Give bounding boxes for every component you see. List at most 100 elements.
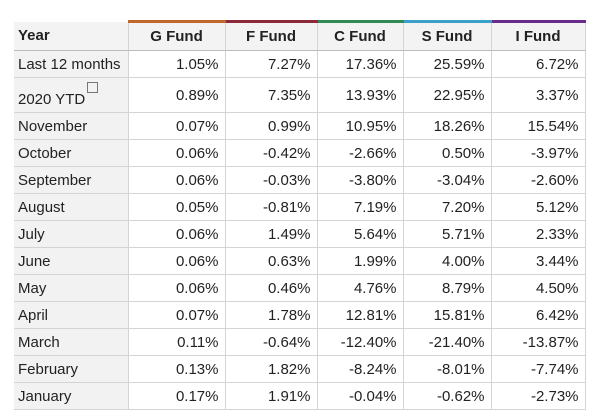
table-row: 2020 YTD 0.89% 7.35% 13.93% 22.95% 3.37%: [14, 77, 586, 113]
value-cell: -0.62%: [403, 382, 492, 410]
value-cell: 1.05%: [128, 50, 226, 78]
header-c-fund: C Fund: [317, 20, 404, 51]
value-cell: -0.64%: [225, 328, 318, 356]
value-cell: 12.81%: [317, 301, 404, 329]
row-label-text: 2020 YTD: [18, 91, 86, 108]
value-cell: 8.79%: [403, 274, 492, 302]
value-cell: 25.59%: [403, 50, 492, 78]
header-s-fund: S Fund: [403, 20, 492, 51]
value-cell: -8.24%: [317, 355, 404, 383]
value-cell: -13.87%: [491, 328, 586, 356]
value-cell: 3.44%: [491, 247, 586, 275]
value-cell: 2.33%: [491, 220, 586, 248]
value-cell: 0.89%: [128, 77, 226, 113]
value-cell: 0.99%: [225, 112, 318, 140]
value-cell: -7.74%: [491, 355, 586, 383]
value-cell: -3.97%: [491, 139, 586, 167]
row-label: April: [14, 301, 129, 329]
table-row: November 0.07% 0.99% 10.95% 18.26% 15.54%: [14, 112, 586, 140]
value-cell: 0.13%: [128, 355, 226, 383]
table-body: Last 12 months 1.05% 7.27% 17.36% 25.59% 6.72…: [14, 50, 586, 410]
row-label: January: [14, 382, 129, 410]
value-cell: -2.60%: [491, 166, 586, 194]
value-cell: 15.54%: [491, 112, 586, 140]
row-label: September: [14, 166, 129, 194]
value-cell: 0.63%: [225, 247, 318, 275]
table-row: Last 12 months 1.05% 7.27% 17.36% 25.59% 6.72…: [14, 50, 586, 78]
table-row: August 0.05% -0.81% 7.19% 7.20% 5.12%: [14, 193, 586, 221]
value-cell: 17.36%: [317, 50, 404, 78]
header-g-fund: G Fund: [128, 20, 226, 51]
value-cell: 3.37%: [491, 77, 586, 113]
value-cell: -0.03%: [225, 166, 318, 194]
table-row: January 0.17% 1.91% -0.04% -0.62% -2.73%: [14, 382, 586, 410]
value-cell: 1.99%: [317, 247, 404, 275]
table-row: April 0.07% 1.78% 12.81% 15.81% 6.42%: [14, 301, 586, 329]
header-i-fund: I Fund: [491, 20, 586, 51]
value-cell: 1.49%: [225, 220, 318, 248]
row-label: 2020 YTD: [14, 77, 129, 113]
header-year: Year: [14, 21, 129, 51]
value-cell: -12.40%: [317, 328, 404, 356]
value-cell: 15.81%: [403, 301, 492, 329]
row-label: August: [14, 193, 129, 221]
value-cell: 0.06%: [128, 274, 226, 302]
row-label: June: [14, 247, 129, 275]
value-cell: -21.40%: [403, 328, 492, 356]
value-cell: -0.81%: [225, 193, 318, 221]
value-cell: 0.07%: [128, 301, 226, 329]
value-cell: 5.12%: [491, 193, 586, 221]
header-f-fund: F Fund: [225, 20, 318, 51]
value-cell: 7.27%: [225, 50, 318, 78]
value-cell: 1.91%: [225, 382, 318, 410]
value-cell: 0.11%: [128, 328, 226, 356]
value-cell: 4.50%: [491, 274, 586, 302]
value-cell: -3.04%: [403, 166, 492, 194]
table-row: March 0.11% -0.64% -12.40% -21.40% -13.87%: [14, 328, 586, 356]
table-row: June 0.06% 0.63% 1.99% 4.00% 3.44%: [14, 247, 586, 275]
value-cell: 6.72%: [491, 50, 586, 78]
value-cell: 13.93%: [317, 77, 404, 113]
value-cell: 18.26%: [403, 112, 492, 140]
value-cell: 0.06%: [128, 139, 226, 167]
value-cell: 7.35%: [225, 77, 318, 113]
value-cell: 5.64%: [317, 220, 404, 248]
value-cell: 1.82%: [225, 355, 318, 383]
table-row: May 0.06% 0.46% 4.76% 8.79% 4.50%: [14, 274, 586, 302]
value-cell: 6.42%: [491, 301, 586, 329]
value-cell: 0.06%: [128, 247, 226, 275]
value-cell: 0.17%: [128, 382, 226, 410]
value-cell: -2.66%: [317, 139, 404, 167]
value-cell: 0.05%: [128, 193, 226, 221]
row-label: May: [14, 274, 129, 302]
value-cell: -3.80%: [317, 166, 404, 194]
value-cell: 0.06%: [128, 220, 226, 248]
row-label: March: [14, 328, 129, 356]
header-row: Year G Fund F Fund C Fund S Fund I Fund: [14, 20, 586, 51]
value-cell: 7.19%: [317, 193, 404, 221]
row-label: February: [14, 355, 129, 383]
value-cell: -0.42%: [225, 139, 318, 167]
value-cell: 1.78%: [225, 301, 318, 329]
value-cell: 0.50%: [403, 139, 492, 167]
table-row: July 0.06% 1.49% 5.64% 5.71% 2.33%: [14, 220, 586, 248]
value-cell: -2.73%: [491, 382, 586, 410]
value-cell: 4.00%: [403, 247, 492, 275]
value-cell: 10.95%: [317, 112, 404, 140]
value-cell: 0.07%: [128, 112, 226, 140]
row-label: Last 12 months: [14, 50, 129, 78]
table-row: September 0.06% -0.03% -3.80% -3.04% -2.60%: [14, 166, 586, 194]
row-label: July: [14, 220, 129, 248]
value-cell: 5.71%: [403, 220, 492, 248]
table-row: October 0.06% -0.42% -2.66% 0.50% -3.97%: [14, 139, 586, 167]
value-cell: -0.04%: [317, 382, 404, 410]
row-label: October: [14, 139, 129, 167]
table-row: February 0.13% 1.82% -8.24% -8.01% -7.74%: [14, 355, 586, 383]
broken-image-icon: [87, 82, 99, 93]
value-cell: 7.20%: [403, 193, 492, 221]
value-cell: 4.76%: [317, 274, 404, 302]
fund-returns-table: Year G Fund F Fund C Fund S Fund I Fund …: [14, 20, 586, 410]
value-cell: 0.46%: [225, 274, 318, 302]
value-cell: 22.95%: [403, 77, 492, 113]
value-cell: 0.06%: [128, 166, 226, 194]
